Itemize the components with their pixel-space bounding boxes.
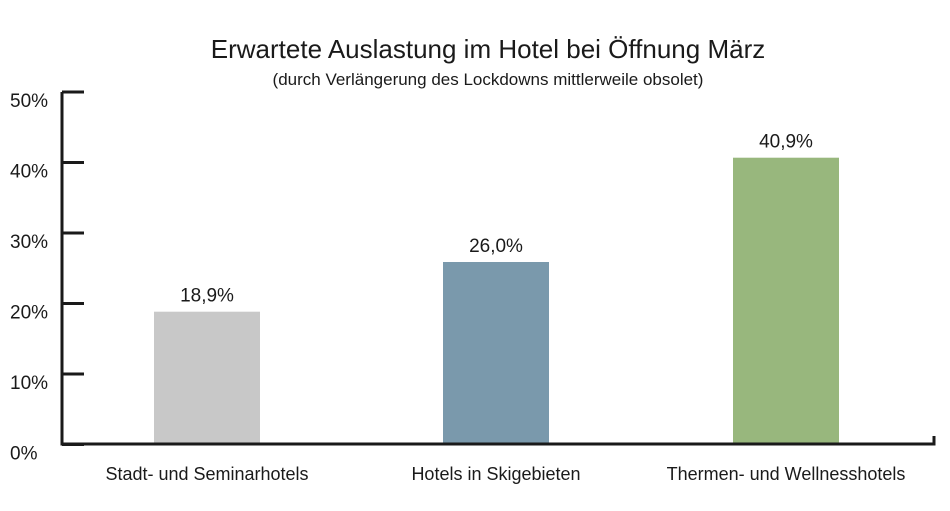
bars-group [154, 157, 839, 444]
y-tick-label: 30% [10, 232, 48, 253]
y-tick-label: 50% [10, 91, 48, 112]
y-tick-label: 20% [10, 303, 48, 324]
category-labels-group: Stadt- und Seminarhotels Hotels in Skigeb… [105, 464, 905, 484]
bar-value-label: 40,9% [759, 132, 813, 153]
bar [443, 262, 549, 444]
bar-value-label: 18,9% [180, 286, 234, 307]
y-tick-label: 10% [10, 373, 48, 394]
value-labels-group: 18,9% 26,0% 40,9% [180, 132, 813, 307]
chart-axis-lines [60, 92, 936, 446]
chart-subtitle: (durch Verlängerung des Lockdowns mittle… [273, 70, 704, 89]
y-axis-ticks: 50% 40% 30% 20% 10% 0% [10, 90, 84, 465]
y-tick-label: 0% [10, 444, 38, 465]
category-label: Thermen- und Wellnesshotels [667, 464, 906, 484]
chart-title: Erwartete Auslastung im Hotel bei Öffnun… [211, 34, 765, 64]
category-label: Stadt- und Seminarhotels [105, 464, 308, 484]
bar [733, 157, 839, 444]
bar-value-label: 26,0% [469, 236, 523, 257]
category-label: Hotels in Skigebieten [411, 464, 580, 484]
y-tick-label: 40% [10, 162, 48, 183]
bar [154, 311, 260, 444]
